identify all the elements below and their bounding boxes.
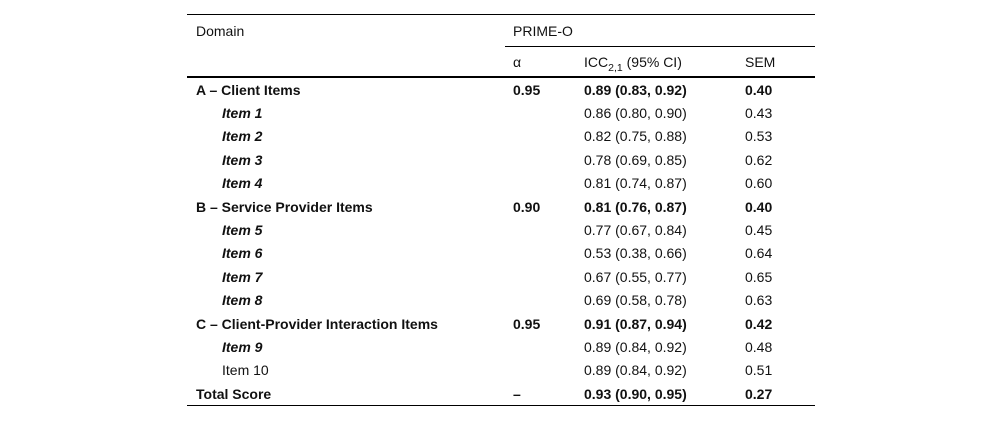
row-label: Total Score: [196, 385, 272, 402]
column-header-domain: Domain: [187, 14, 505, 78]
sem-value: 0.53: [745, 128, 773, 145]
icc-value: 0.53 (0.38, 0.66): [584, 245, 687, 262]
header-row-spanner: Domain PRIME-O: [187, 14, 816, 78]
row-label: Item 3: [222, 151, 263, 168]
icc-value: 0.93 (0.90, 0.95): [584, 385, 687, 402]
alpha-value: 0.90: [513, 198, 541, 215]
table-row-domain-a: A – Client Items 0.95 0.89 (0.83, 0.92) …: [187, 77, 815, 101]
icc-label-prefix: ICC: [584, 53, 609, 70]
icc-value: 0.81 (0.74, 0.87): [584, 175, 687, 192]
table-row-item-1: Item 1 0.86 (0.80, 0.90) 0.43: [187, 101, 815, 124]
alpha-value: 0.95: [513, 81, 541, 98]
alpha-value: [505, 265, 576, 288]
icc-value: 0.77 (0.67, 0.84): [584, 222, 687, 239]
table-body: A – Client Items 0.95 0.89 (0.83, 0.92) …: [187, 77, 815, 406]
sem-value: 0.63: [745, 292, 773, 309]
sem-value: 0.48: [745, 338, 773, 355]
sem-value: 0.45: [745, 222, 773, 239]
icc-value: 0.89 (0.84, 0.92): [584, 362, 687, 379]
table-row-item-7: Item 7 0.67 (0.55, 0.77) 0.65: [187, 265, 815, 288]
row-label: B – Service Provider Items: [196, 198, 373, 215]
sem-value: 0.60: [745, 175, 773, 192]
icc-label-subscript: 2,1: [608, 61, 623, 74]
sem-value: 0.42: [745, 315, 773, 332]
table-row-domain-b: B – Service Provider Items 0.90 0.81 (0.…: [187, 195, 815, 218]
alpha-value: [505, 172, 576, 195]
column-spanner-prime-o: PRIME-O: [505, 14, 816, 47]
sem-value: 0.40: [745, 198, 773, 215]
reliability-table: Domain PRIME-O α ICC2,1 (95% CI) SEM A –…: [187, 14, 816, 407]
column-header-alpha: α: [505, 46, 576, 78]
table-row-item-10: Item 10 0.89 (0.84, 0.92) 0.51: [187, 359, 815, 382]
table-header: Domain PRIME-O α ICC2,1 (95% CI) SEM: [187, 14, 816, 78]
alpha-value: [505, 125, 576, 148]
table-row-item-4: Item 4 0.81 (0.74, 0.87) 0.60: [187, 172, 815, 195]
icc-value: 0.89 (0.83, 0.92): [584, 81, 687, 98]
icc-value: 0.67 (0.55, 0.77): [584, 268, 687, 285]
row-label: Item 5: [222, 222, 263, 239]
alpha-value: 0.95: [513, 315, 541, 332]
sem-value: 0.65: [745, 268, 773, 285]
row-label: Item 2: [222, 128, 263, 145]
alpha-value: [505, 218, 576, 241]
sem-value: 0.43: [745, 105, 773, 122]
table-row-item-8: Item 8 0.69 (0.58, 0.78) 0.63: [187, 289, 815, 312]
sem-value: 0.40: [745, 81, 773, 98]
icc-label-suffix: (95% CI): [622, 53, 682, 70]
icc-value: 0.91 (0.87, 0.94): [584, 315, 687, 332]
sem-value: 0.51: [745, 362, 773, 379]
row-label: Item 6: [222, 245, 263, 262]
table-row-total-score: Total Score – 0.93 (0.90, 0.95) 0.27: [187, 382, 815, 406]
table-row-item-5: Item 5 0.77 (0.67, 0.84) 0.45: [187, 218, 815, 241]
alpha-value: –: [513, 385, 521, 402]
alpha-value: [505, 335, 576, 358]
icc-value: 0.89 (0.84, 0.92): [584, 338, 687, 355]
row-label: Item 7: [222, 268, 263, 285]
sem-value: 0.62: [745, 151, 773, 168]
row-label: Item 10: [222, 362, 269, 379]
column-header-sem: SEM: [737, 46, 816, 78]
row-label: Item 8: [222, 292, 263, 309]
alpha-value: [505, 359, 576, 382]
alpha-value: [505, 148, 576, 171]
row-label: A – Client Items: [196, 81, 301, 98]
icc-value: 0.69 (0.58, 0.78): [584, 292, 687, 309]
icc-value: 0.82 (0.75, 0.88): [584, 128, 687, 145]
row-label: Item 9: [222, 338, 263, 355]
header-row-stats: α ICC2,1 (95% CI) SEM: [187, 46, 816, 78]
sem-value: 0.27: [745, 385, 773, 402]
row-label: Item 4: [222, 175, 263, 192]
row-label: C – Client-Provider Interaction Items: [196, 315, 438, 332]
table-row-item-3: Item 3 0.78 (0.69, 0.85) 0.62: [187, 148, 815, 171]
table-row-domain-c: C – Client-Provider Interaction Items 0.…: [187, 312, 815, 335]
table-row-item-9: Item 9 0.89 (0.84, 0.92) 0.48: [187, 335, 815, 358]
icc-value: 0.86 (0.80, 0.90): [584, 105, 687, 122]
alpha-value: [505, 289, 576, 312]
table-row-item-6: Item 6 0.53 (0.38, 0.66) 0.64: [187, 242, 815, 265]
row-label: Item 1: [222, 105, 263, 122]
icc-value: 0.78 (0.69, 0.85): [584, 151, 687, 168]
icc-value: 0.81 (0.76, 0.87): [584, 198, 687, 215]
reliability-table-container: Domain PRIME-O α ICC2,1 (95% CI) SEM A –…: [187, 14, 816, 407]
sem-value: 0.64: [745, 245, 773, 262]
alpha-value: [505, 242, 576, 265]
table-row-item-2: Item 2 0.82 (0.75, 0.88) 0.53: [187, 125, 815, 148]
alpha-value: [505, 101, 576, 124]
column-header-icc: ICC2,1 (95% CI): [576, 46, 737, 78]
